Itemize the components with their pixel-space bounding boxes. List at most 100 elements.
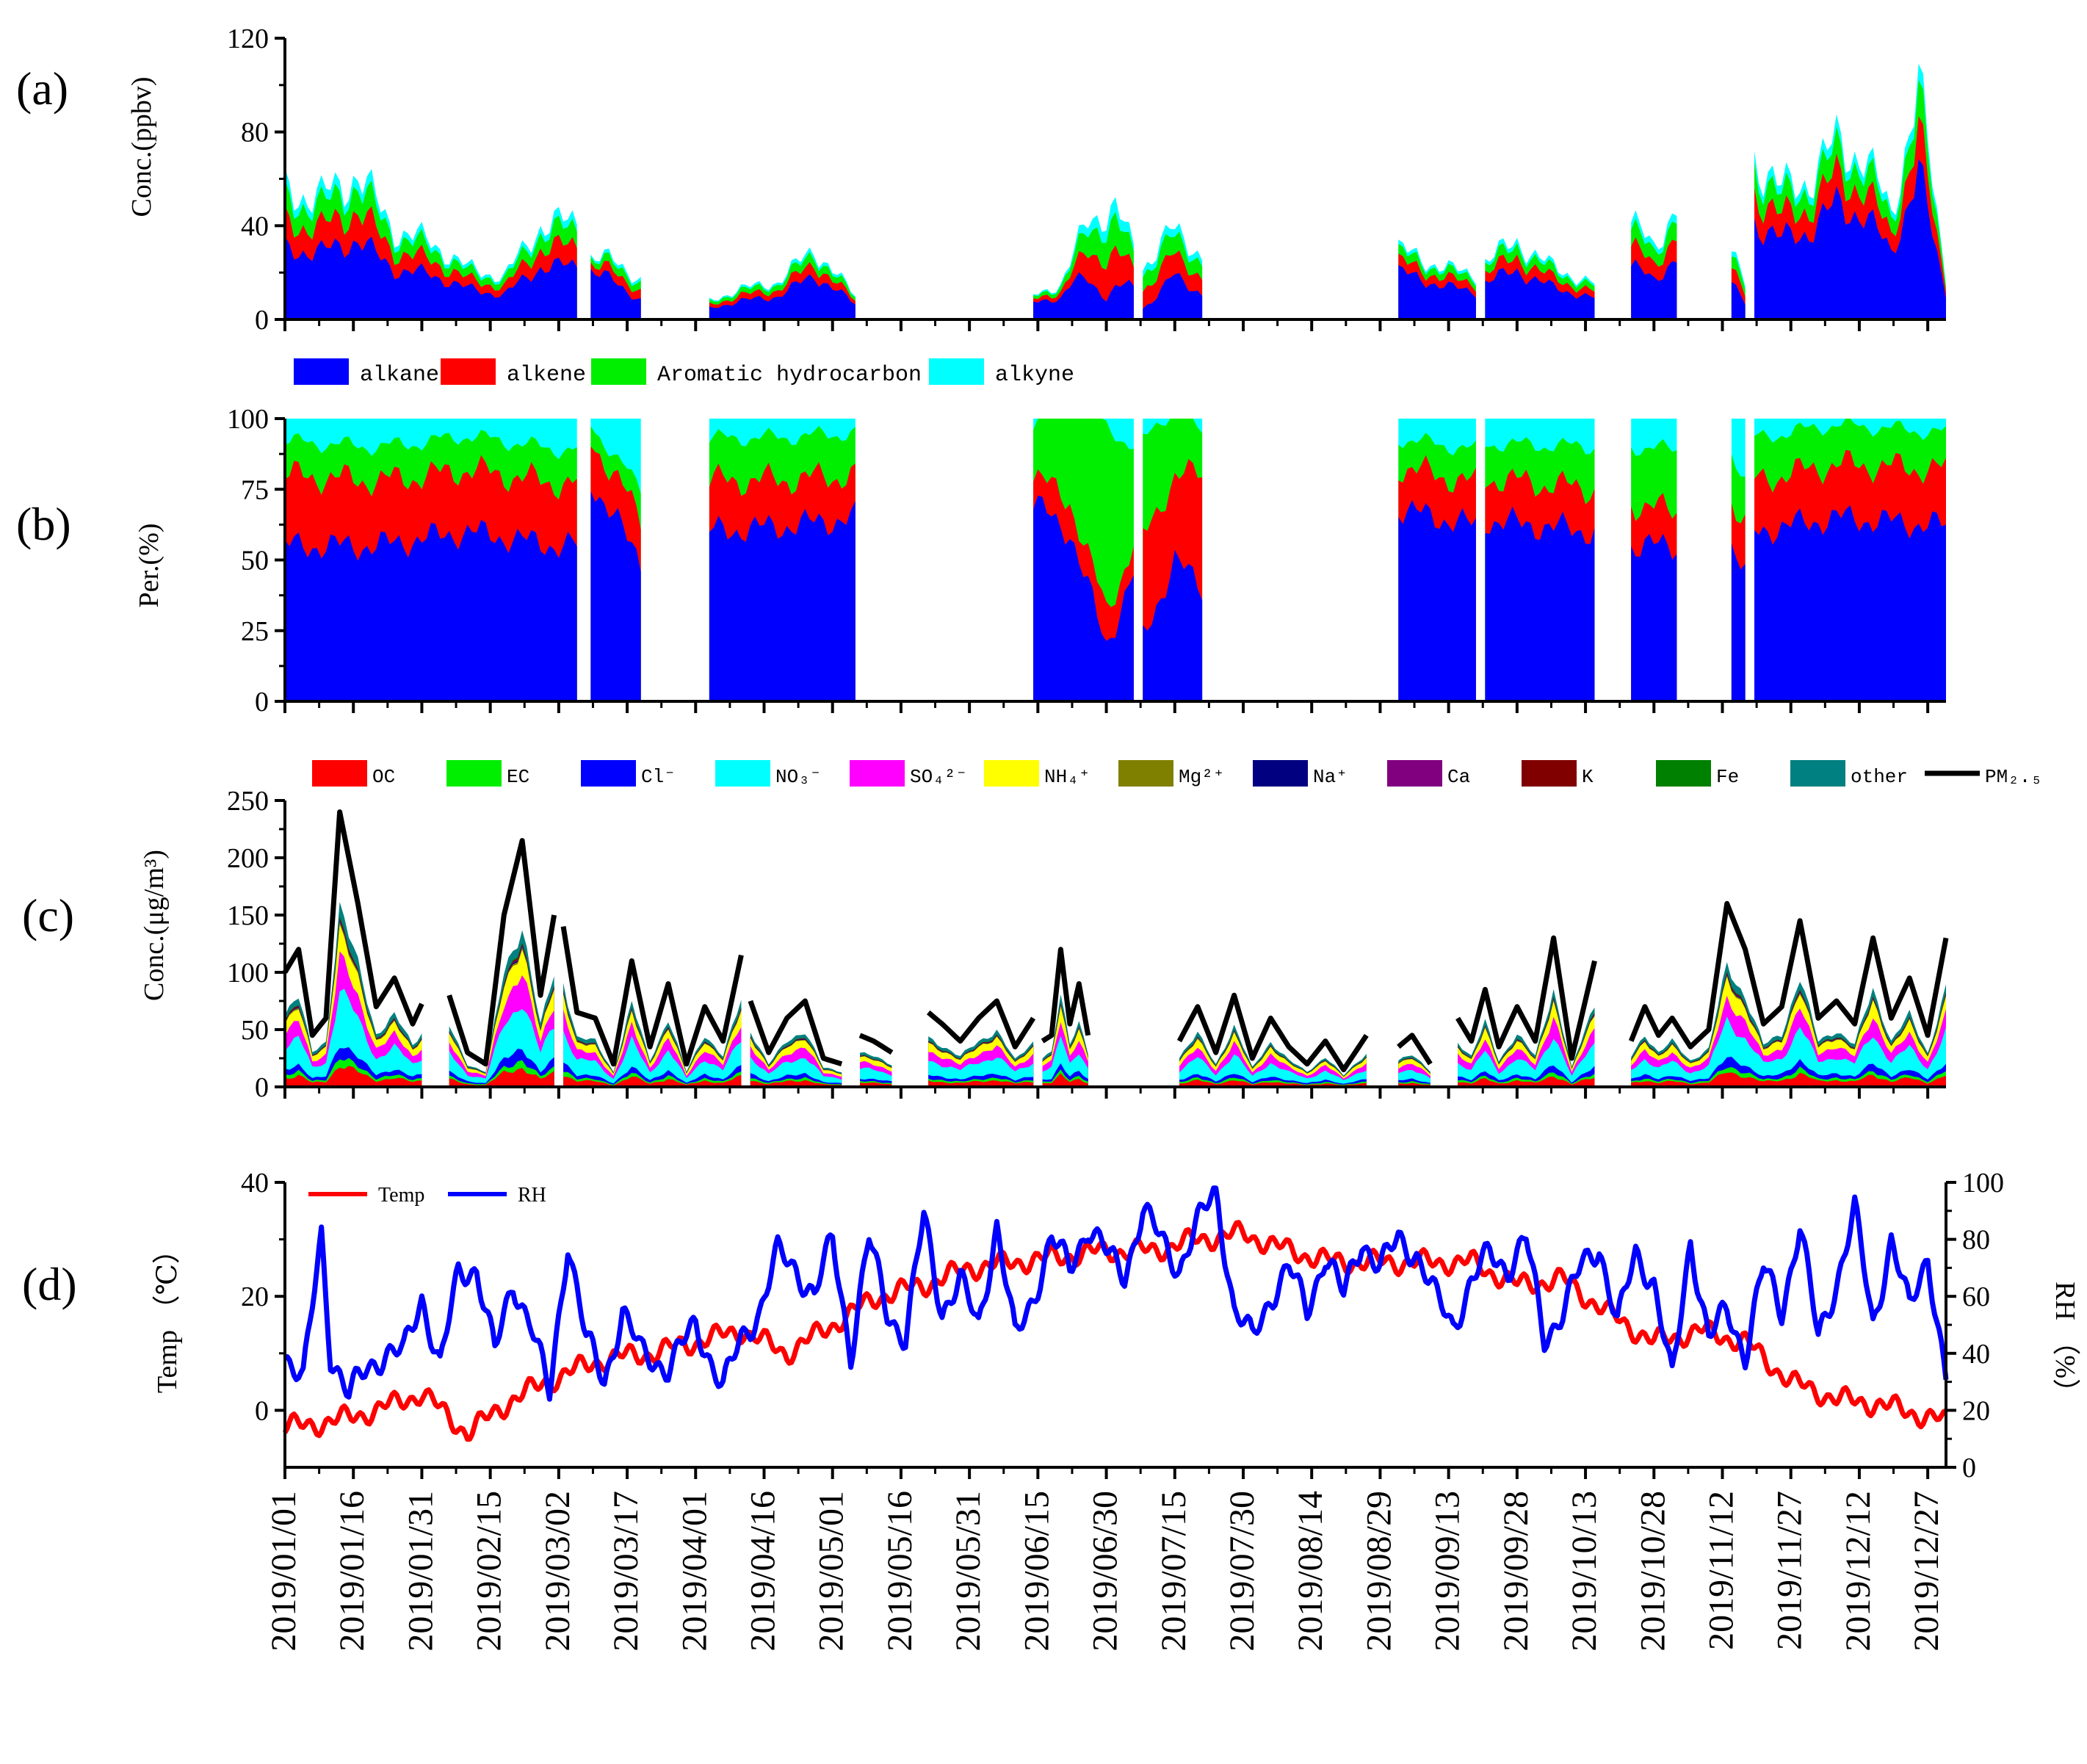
legend-label-c-12: PM₂.₅ xyxy=(1985,766,2042,788)
d-left-ytick-label: 20 xyxy=(241,1282,269,1312)
date-tick-label: 2019/02/15 xyxy=(470,1491,509,1652)
pm25-line-seg6 xyxy=(1041,947,1091,1044)
legend-swatch-c-5 xyxy=(984,760,1039,787)
b-area-0-seg7 xyxy=(1631,533,1677,701)
legend-label-alkyne: alkyne xyxy=(995,363,1074,388)
c-ytick-label: 50 xyxy=(241,1015,269,1046)
date-tick-label: 2019/09/28 xyxy=(1497,1491,1536,1652)
legend-label-c-0: OC xyxy=(372,766,395,788)
c-ytick-label: 100 xyxy=(227,958,269,988)
legend-swatch-aromatic xyxy=(591,358,646,385)
a-area-0-seg6 xyxy=(1485,268,1595,319)
b-area-0-seg4 xyxy=(1143,549,1203,701)
b-ytick-label: 100 xyxy=(227,404,269,435)
legend-label-c-6: Mg²⁺ xyxy=(1179,766,1224,788)
legend-swatch-c-9 xyxy=(1522,760,1577,787)
legend-swatch-alkane xyxy=(294,358,349,385)
legend-swatch-c-4 xyxy=(850,760,905,787)
pm25-line-seg1 xyxy=(446,838,557,1067)
panel-d-chart: 0 20 40 0 20 40 60 80 100 Temp RH xyxy=(241,1168,2004,1483)
pm25-line-seg5 xyxy=(926,998,1036,1049)
panel-label-c: (c) xyxy=(22,889,74,941)
panel-label-a: (a) xyxy=(16,62,68,115)
date-tick-label: 2019/08/29 xyxy=(1359,1491,1398,1652)
legend-swatch-c-10 xyxy=(1656,760,1711,787)
ylabel-c: Conc.(μg/m³) xyxy=(139,850,170,1001)
date-tick-label: 2019/10/13 xyxy=(1565,1491,1604,1652)
legend-swatch-alkyne xyxy=(929,358,984,385)
legend-label-c-11: other xyxy=(1851,766,1908,788)
panel-a-chart: 0 40 80 120 alkane alkene Aromatic hydrocar… xyxy=(227,24,1946,388)
b-ytick-label: 0 xyxy=(255,687,269,717)
b-area-0-seg0 xyxy=(285,520,577,701)
rh-line xyxy=(283,1185,1949,1402)
c-ytick-label: 200 xyxy=(227,843,269,874)
pm25-line-seg7 xyxy=(1176,992,1369,1073)
c-area-0-seg7 xyxy=(1179,1079,1367,1087)
legend-c: OC EC Cl⁻ NO₃⁻ SO₄²⁻ NH₄⁺ Mg²⁺ Na⁺ Ca K Fe other PM₂… xyxy=(312,760,2042,788)
date-tick-label: 2019/10/28 xyxy=(1633,1491,1672,1652)
legend-swatch-alkene xyxy=(441,358,496,385)
date-tick-label: 2019/06/30 xyxy=(1086,1491,1125,1652)
pm25-line-seg10 xyxy=(1628,900,1949,1049)
legend-label-rh: RH xyxy=(518,1184,546,1207)
legend-swatch-c-3 xyxy=(715,760,770,787)
date-tick-label: 2019/01/31 xyxy=(401,1491,440,1652)
a-area-0-seg5 xyxy=(1398,265,1476,319)
date-tick-label: 2019/07/30 xyxy=(1223,1491,1262,1652)
b-ytick-label: 25 xyxy=(241,616,269,647)
b-area-0-seg1 xyxy=(590,491,641,701)
date-axis-labels: 2019/01/01 2019/01/16 2019/01/31 2019/02/15… xyxy=(264,1491,1946,1652)
c-ytick-label: 250 xyxy=(227,786,269,817)
b-ytick-label: 75 xyxy=(241,474,269,505)
legend-a: alkane alkene Aromatic hydrocarbon alkyn… xyxy=(294,358,1074,388)
c-area-0-seg2 xyxy=(563,1074,742,1087)
legend-label-c-10: Fe xyxy=(1716,766,1739,788)
a-area-0-seg0 xyxy=(285,236,577,319)
legend-label-c-5: NH₄⁺ xyxy=(1044,766,1090,788)
a-ytick-label: 0 xyxy=(255,305,269,336)
legend-swatch-c-6 xyxy=(1118,760,1173,787)
c-area-3-seg3 xyxy=(750,1057,842,1087)
legend-swatch-c-7 xyxy=(1253,760,1308,787)
d-right-ytick-label: 0 xyxy=(1962,1453,1976,1483)
date-tick-label: 2019/11/12 xyxy=(1702,1491,1741,1650)
b-area-0-seg5 xyxy=(1398,500,1476,701)
legend-label-c-9: K xyxy=(1582,766,1594,788)
d-left-ytick-label: 40 xyxy=(241,1168,269,1199)
c-area-0-seg5 xyxy=(928,1080,1034,1087)
c-ytick-label: 0 xyxy=(255,1072,269,1103)
b-area-0-seg9 xyxy=(1754,505,1946,701)
pm25-line-seg0 xyxy=(282,809,424,1038)
date-tick-label: 2019/09/13 xyxy=(1428,1491,1467,1652)
date-tick-label: 2019/04/16 xyxy=(744,1491,783,1652)
c-area-0-seg0 xyxy=(285,1066,422,1087)
c-area-0-seg10 xyxy=(1631,1072,1946,1087)
a-area-0-seg7 xyxy=(1631,259,1677,319)
panel-b-chart: 0 25 50 75 100 xyxy=(227,404,1946,717)
legend-swatch-c-0 xyxy=(312,760,367,787)
pm25-line-seg4 xyxy=(858,1033,894,1055)
a-area-0-seg3 xyxy=(1033,272,1134,319)
legend-swatch-c-2 xyxy=(581,760,636,787)
date-tick-label: 2019/06/15 xyxy=(1017,1491,1056,1652)
c-ytick-label: 150 xyxy=(227,900,269,931)
d-right-ytick-label: 80 xyxy=(1962,1225,1990,1256)
date-tick-label: 2019/08/14 xyxy=(1291,1491,1330,1652)
pm25-line-seg3 xyxy=(748,998,843,1067)
d-left-ytick-label: 0 xyxy=(255,1395,269,1426)
legend-swatch-c-11 xyxy=(1790,760,1845,787)
a-area-0-seg9 xyxy=(1754,159,1946,319)
date-tick-label: 2019/12/27 xyxy=(1907,1491,1946,1652)
date-tick-label: 2019/03/17 xyxy=(607,1491,645,1652)
b-area-0-seg8 xyxy=(1731,543,1746,701)
legend-d: Temp RH xyxy=(308,1184,546,1207)
legend-label-c-2: Cl⁻ xyxy=(641,766,676,788)
date-tick-label: 2019/01/16 xyxy=(333,1491,372,1652)
a-ytick-label: 80 xyxy=(241,118,269,148)
date-tick-label: 2019/11/27 xyxy=(1770,1491,1809,1650)
pm25-line-seg2 xyxy=(560,926,744,1067)
panel-label-b: (b) xyxy=(16,498,71,550)
legend-label-c-4: SO₄²⁻ xyxy=(910,766,967,788)
d-right-ytick-label: 40 xyxy=(1962,1339,1990,1370)
